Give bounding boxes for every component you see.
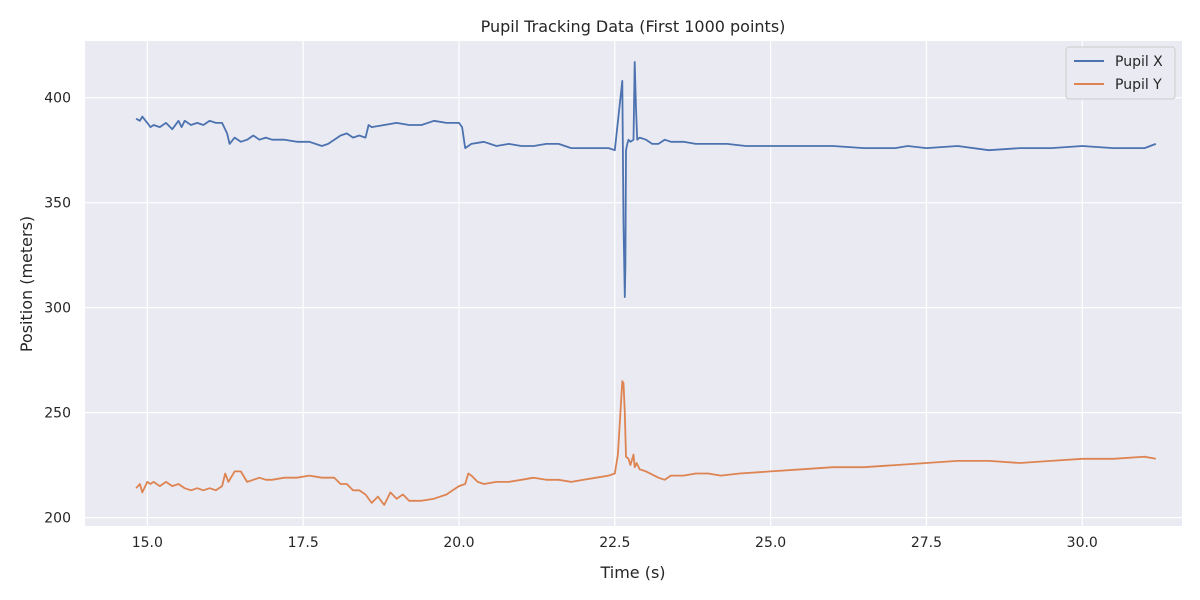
y-axis-label: Position (meters) [17, 216, 36, 352]
y-tick-label: 300 [44, 301, 71, 317]
y-tick-label: 250 [44, 406, 71, 422]
x-tick-label: 17.5 [288, 535, 319, 551]
legend: Pupil X Pupil Y [1065, 46, 1176, 100]
y-tick-label: 200 [44, 511, 71, 527]
x-tick-label: 22.5 [599, 535, 630, 551]
x-tick-label: 27.5 [911, 535, 942, 551]
y-tick-label: 350 [44, 196, 71, 212]
series-lines [135, 61, 1157, 506]
y-tick-labels: 200 250 300 350 400 [44, 91, 71, 527]
x-tick-label: 15.0 [132, 535, 163, 551]
x-tick-labels: 15.0 17.5 20.0 22.5 25.0 27.5 30.0 [132, 535, 1098, 551]
x-tick-label: 25.0 [755, 535, 786, 551]
legend-label-pupil-x: Pupil X [1115, 54, 1163, 70]
x-tick-label: 20.0 [443, 535, 474, 551]
x-axis-label: Time (s) [599, 563, 665, 582]
series-line-pupil-y [135, 380, 1156, 506]
chart-title: Pupil Tracking Data (First 1000 points) [481, 17, 786, 36]
y-tick-label: 400 [44, 91, 71, 107]
grid-lines [85, 41, 1182, 526]
legend-label-pupil-y: Pupil Y [1115, 77, 1162, 93]
x-tick-label: 30.0 [1067, 535, 1098, 551]
series-line-pupil-x [135, 61, 1157, 299]
